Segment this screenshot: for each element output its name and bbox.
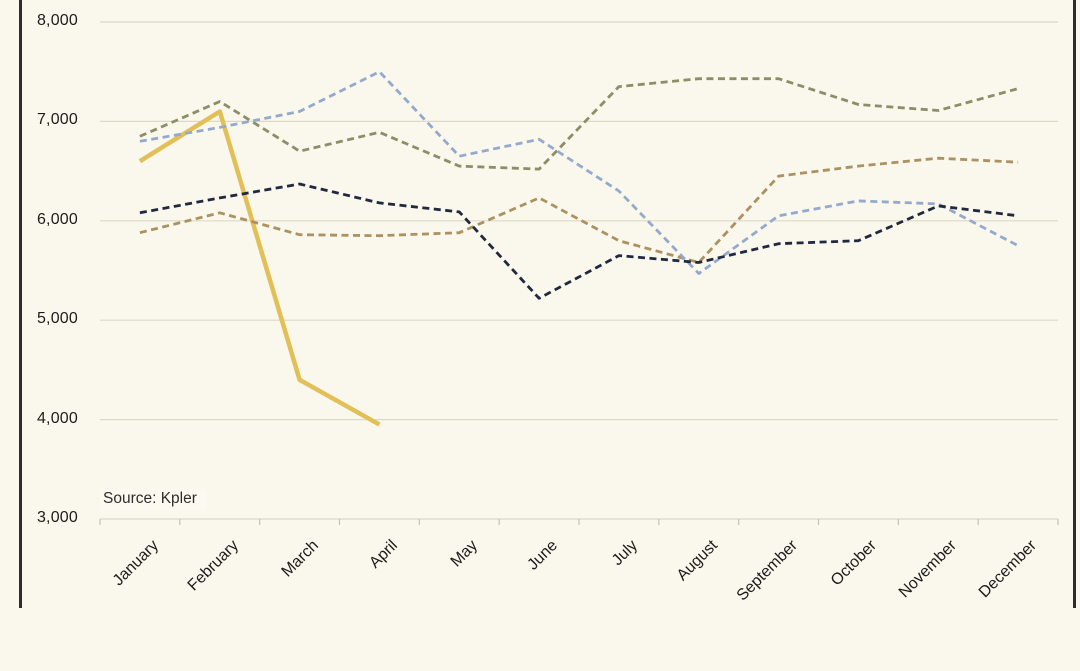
left-border xyxy=(19,0,22,608)
right-border xyxy=(1073,0,1076,608)
chart-container: 3,000 4,000 5,000 6,000 7,000 8,000 January Fe… xyxy=(19,0,1076,608)
series-steelblue-dashed xyxy=(139,70,1019,275)
source-label: Source: Kpler xyxy=(100,489,207,511)
series-tan-dashed xyxy=(139,156,1019,264)
series-navy-dashed xyxy=(139,182,1019,300)
y-axis-label: 4,000 xyxy=(36,409,78,427)
series-olive-dashed xyxy=(139,77,1019,171)
y-axis-label: 6,000 xyxy=(36,210,78,228)
chart-plot xyxy=(99,21,1059,525)
y-axis-label: 3,000 xyxy=(36,509,78,526)
y-axis-label: 7,000 xyxy=(36,111,78,129)
y-axis-label: 8,000 xyxy=(36,12,78,29)
y-axis-label: 5,000 xyxy=(36,310,78,328)
series-gold-solid xyxy=(138,109,381,427)
